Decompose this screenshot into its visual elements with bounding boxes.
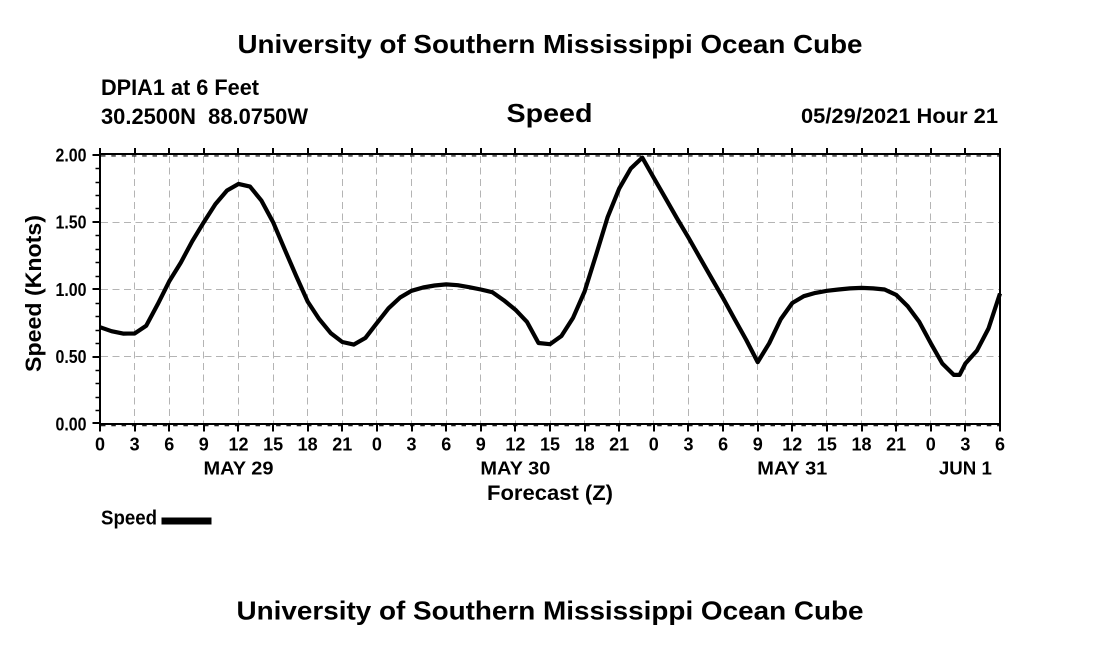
svg-text:0: 0 — [649, 435, 659, 455]
svg-text:Speed: Speed — [101, 508, 157, 530]
svg-text:05/29/2021 Hour 21: 05/29/2021 Hour 21 — [801, 105, 998, 128]
svg-text:9: 9 — [753, 435, 763, 455]
svg-text:12: 12 — [228, 435, 248, 455]
svg-text:15: 15 — [817, 435, 837, 455]
svg-text:MAY 30: MAY 30 — [480, 459, 550, 479]
svg-text:1.00: 1.00 — [56, 280, 87, 300]
svg-text:Forecast (Z): Forecast (Z) — [487, 482, 613, 505]
svg-text:15: 15 — [540, 435, 560, 455]
svg-text:Speed: Speed — [507, 98, 593, 128]
svg-text:21: 21 — [332, 435, 352, 455]
svg-text:21: 21 — [886, 435, 906, 455]
svg-text:9: 9 — [476, 435, 486, 455]
svg-text:6: 6 — [718, 435, 728, 455]
svg-text:21: 21 — [609, 435, 629, 455]
svg-text:18: 18 — [575, 435, 595, 455]
svg-text:DPIA1 at 6 Feet: DPIA1 at 6 Feet — [101, 75, 260, 100]
svg-text:0: 0 — [926, 435, 936, 455]
svg-text:30.2500N 88.0750W: 30.2500N 88.0750W — [101, 104, 308, 129]
svg-text:0.00: 0.00 — [56, 414, 87, 434]
svg-text:3: 3 — [130, 435, 140, 455]
svg-text:12: 12 — [505, 435, 525, 455]
svg-text:3: 3 — [683, 435, 693, 455]
svg-text:6: 6 — [164, 435, 174, 455]
svg-text:6: 6 — [995, 435, 1005, 455]
svg-text:12: 12 — [782, 435, 802, 455]
svg-text:0.50: 0.50 — [56, 347, 87, 367]
svg-text:University of Southern Mississ: University of Southern Mississippi Ocean… — [238, 29, 863, 59]
svg-text:18: 18 — [298, 435, 318, 455]
svg-text:MAY 29: MAY 29 — [204, 459, 274, 479]
svg-text:2.00: 2.00 — [56, 145, 87, 165]
svg-text:18: 18 — [851, 435, 871, 455]
svg-text:15: 15 — [263, 435, 283, 455]
svg-text:1.50: 1.50 — [56, 213, 87, 233]
svg-text:3: 3 — [406, 435, 416, 455]
svg-text:9: 9 — [199, 435, 209, 455]
svg-text:JUN 1: JUN 1 — [939, 459, 992, 479]
svg-text:Speed (Knots): Speed (Knots) — [21, 215, 46, 372]
svg-text:University of Southern Mississ: University of Southern Mississippi Ocean… — [237, 596, 864, 626]
svg-text:3: 3 — [960, 435, 970, 455]
svg-text:6: 6 — [441, 435, 451, 455]
svg-text:0: 0 — [95, 435, 105, 455]
svg-text:MAY 31: MAY 31 — [757, 459, 827, 479]
svg-text:0: 0 — [372, 435, 382, 455]
